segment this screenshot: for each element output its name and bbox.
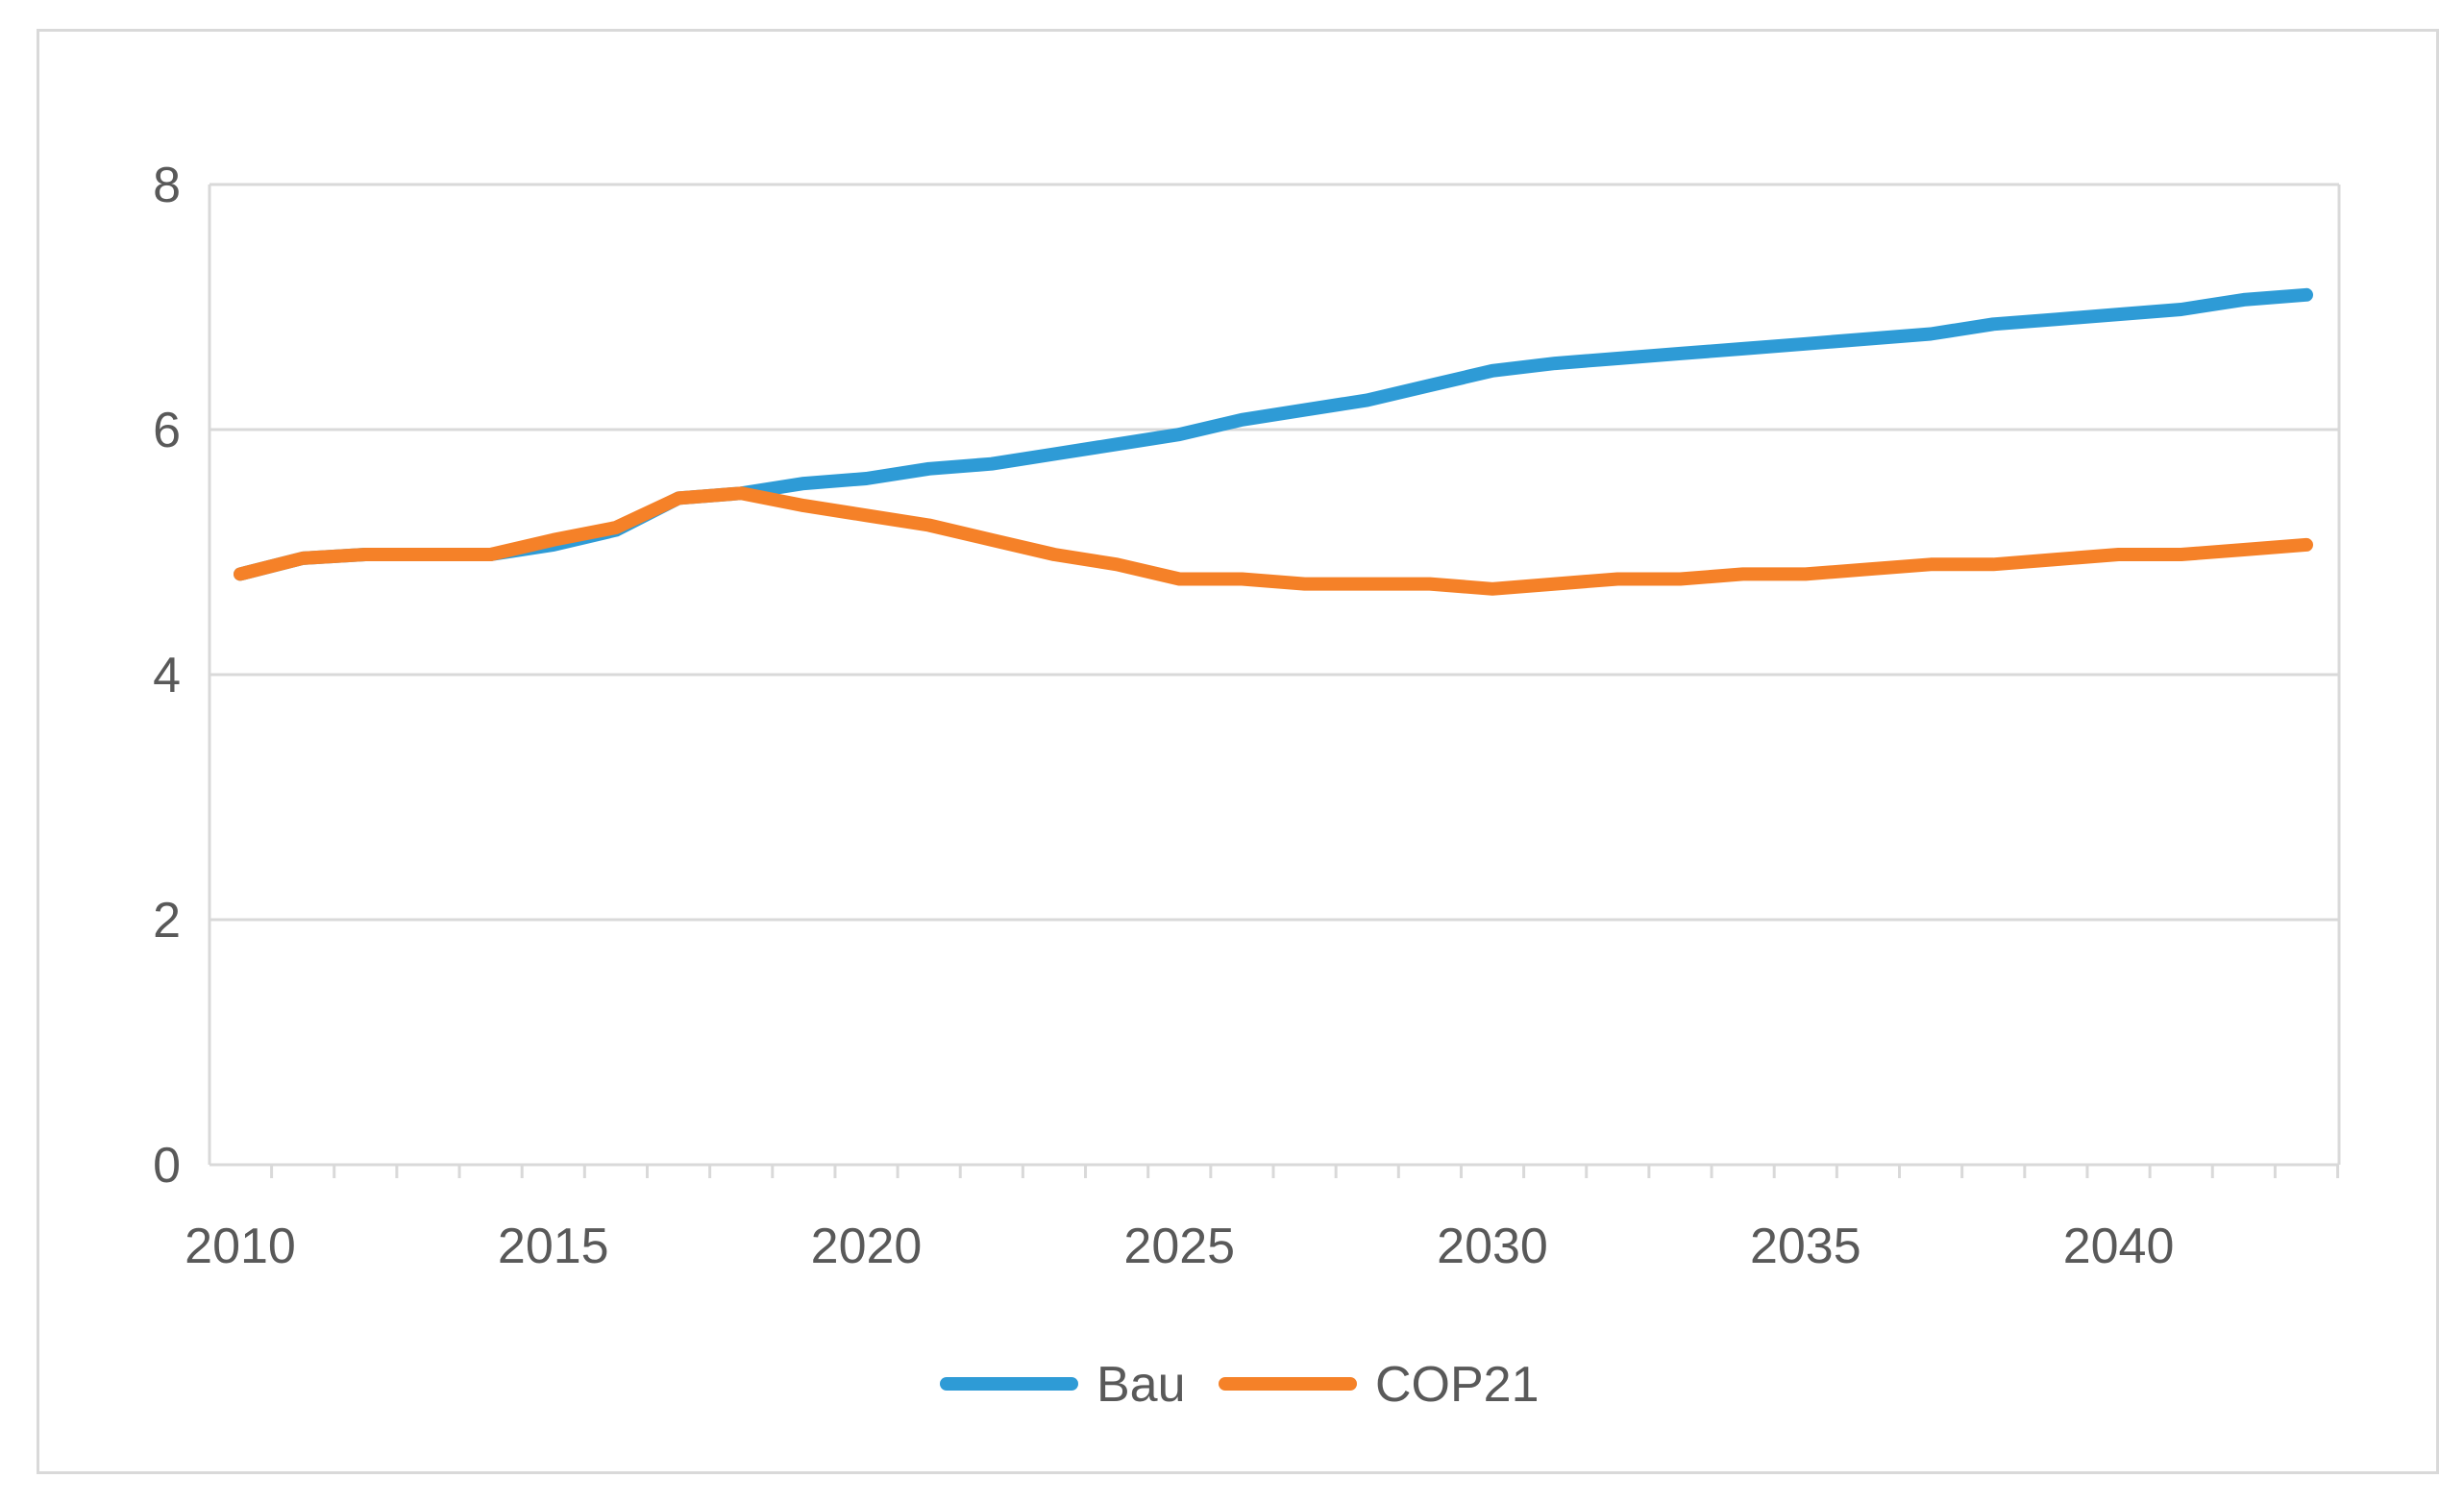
- x-tick-label-2040: 2040: [2063, 1219, 2175, 1274]
- axes: [208, 183, 2341, 1178]
- legend-label-cop21: COP21: [1375, 1357, 1540, 1413]
- y-tick-label-2: 2: [153, 893, 181, 949]
- series-line-bau: [234, 287, 2313, 581]
- series-lines: [234, 287, 2313, 596]
- legend-label-bau: Bau: [1096, 1357, 1186, 1413]
- tick-labels: 0 2 4 6 8 2010 2015 2020 2025 2030 2035 2040: [153, 158, 2174, 1274]
- legend: Bau COP21: [940, 1357, 1540, 1413]
- x-tick-label-2010: 2010: [185, 1219, 296, 1274]
- y-tick-label-6: 6: [153, 403, 181, 458]
- series-line-cop21: [234, 486, 2313, 596]
- x-tick-label-2035: 2035: [1750, 1219, 1861, 1274]
- x-tick-label-2025: 2025: [1123, 1219, 1235, 1274]
- x-tick-label-2015: 2015: [498, 1219, 609, 1274]
- y-tick-label-0: 0: [153, 1138, 181, 1194]
- x-tick-label-2030: 2030: [1437, 1219, 1548, 1274]
- y-tick-label-4: 4: [153, 648, 181, 703]
- x-tick-label-2020: 2020: [811, 1219, 923, 1274]
- y-tick-label-8: 8: [153, 158, 181, 213]
- chart-frame: [37, 29, 2439, 1474]
